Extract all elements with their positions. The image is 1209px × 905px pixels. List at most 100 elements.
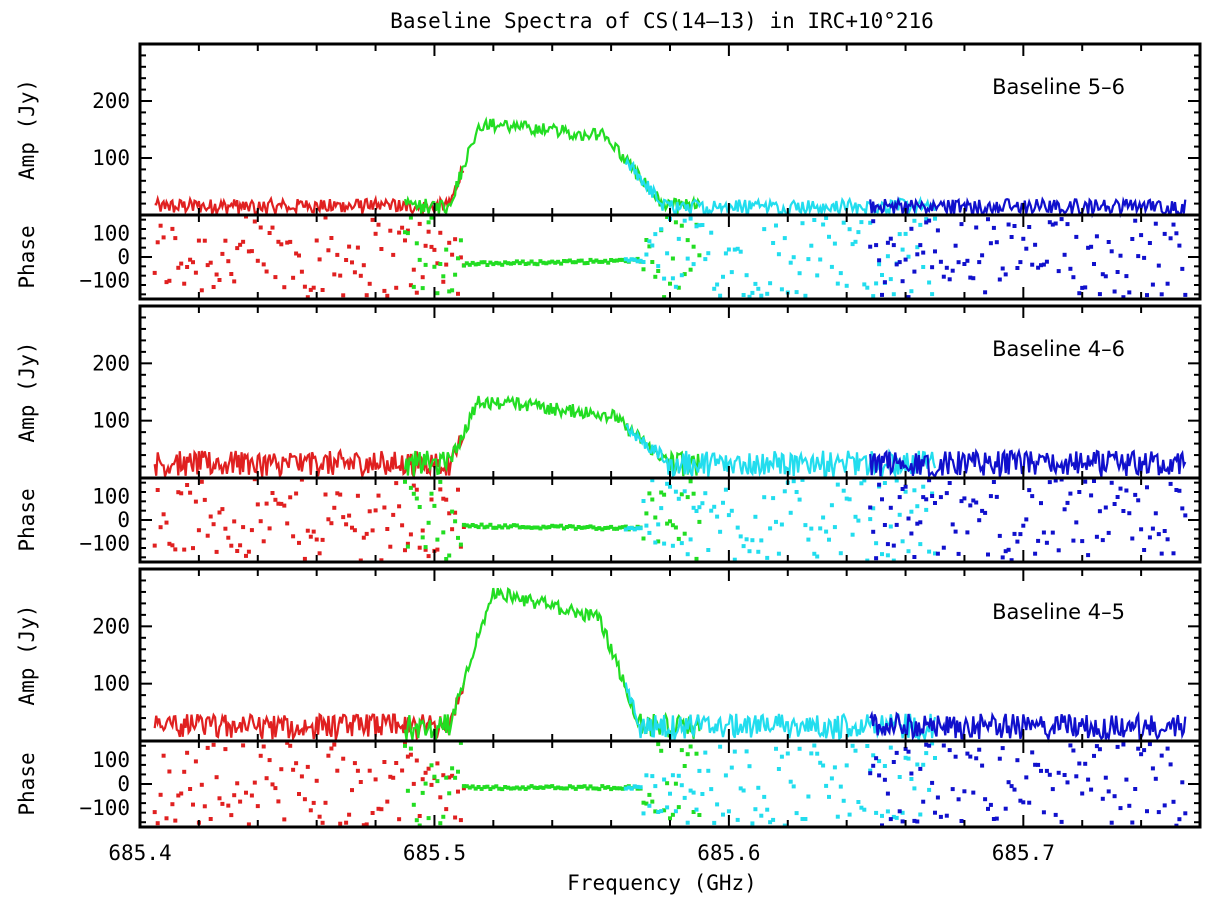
phase-point [668,519,672,524]
phase-point [1086,245,1091,250]
phase-point [491,262,496,267]
phase-point [638,785,643,790]
phase-point [656,810,661,814]
phase-point [1089,244,1094,249]
phase-point [968,754,973,759]
phase-axis-label: Phase [15,488,39,551]
phase-point [176,265,181,270]
phase-point [279,501,284,506]
phase-point [461,784,466,789]
phase-point [1147,742,1152,747]
phase-point [226,803,231,808]
phase-point [874,243,879,248]
phase-point [1015,266,1020,270]
phase-point [744,537,749,542]
phase-point [844,763,849,768]
phase-point [779,287,784,292]
phase-point [768,281,773,286]
phase-point [668,484,672,489]
phase-point [514,523,519,528]
phase-point [379,807,384,812]
phase-point [450,252,455,257]
phase-point [794,290,799,295]
phase-point [900,539,905,544]
phase-axis-label: Phase [15,752,39,815]
phase-point [782,236,787,241]
phase-point [703,750,708,755]
phase-point [665,781,670,786]
phase-point [670,773,675,778]
phase-point [915,245,920,250]
phase-point [447,775,452,780]
phase-point [1065,780,1070,785]
phase-point [1036,762,1041,767]
phase-point [1153,776,1158,781]
phase-point [285,740,290,745]
phase-point [930,494,935,498]
phase-point [497,524,502,529]
phase-point [573,786,578,791]
phase-point [270,491,275,495]
phase-point [426,220,431,225]
phase-point [529,259,534,264]
phase-point [1168,762,1173,767]
phase-point [915,504,920,509]
phase-point [691,810,696,814]
phase-point [532,261,537,266]
phase-point [241,743,246,748]
phase-point [361,535,366,540]
phase-point [199,782,204,787]
phase-point [715,282,720,287]
chart-title: Baseline Spectra of CS(14–13) in IRC+10°… [390,9,934,33]
phase-point [994,240,999,245]
phase-point [1027,225,1032,229]
phase-point [885,553,890,558]
phase-point [994,494,999,499]
phase-point [847,812,852,817]
amp-axis-label: Amp (Jy) [15,604,39,705]
phase-point [426,816,431,821]
phase-point [880,813,884,818]
phase-point [933,810,937,815]
phase-point [788,510,793,515]
phase-point [1180,780,1185,785]
phase-point [1024,775,1029,780]
phase-point [414,241,419,246]
phase-point [997,756,1002,761]
phase-point [1142,748,1147,753]
phase-point [155,488,160,492]
phase-point [444,247,449,252]
phase-point [438,487,443,492]
phase-point [1106,240,1111,244]
phase-point [453,237,458,242]
phase-point [868,771,873,776]
phase-point [494,784,499,789]
amp-series-band3 [625,423,937,480]
phase-point [294,251,299,256]
phase-point [935,228,940,233]
phase-point [906,749,911,754]
phase-point [1009,235,1014,239]
phase-point [358,558,363,562]
phase-point [594,258,599,263]
phase-point [214,775,219,780]
phase-point [276,501,281,506]
amp-series-band4 [869,710,1187,744]
phase-point [891,243,896,248]
phase-point [1027,488,1032,493]
phase-point [953,754,958,759]
phase-point [352,761,357,766]
phase-point [959,222,964,227]
panel-2-data [152,394,1188,562]
phase-point [697,505,702,510]
phase-point [953,529,958,534]
phase-point [1127,290,1132,295]
phase-point [659,748,664,753]
phase-point [1118,806,1123,811]
phase-point [420,790,425,795]
phase-point [694,224,699,229]
phase-point [924,220,929,225]
phase-point [676,805,681,810]
phase-point [626,526,631,531]
phase-point [673,220,678,225]
